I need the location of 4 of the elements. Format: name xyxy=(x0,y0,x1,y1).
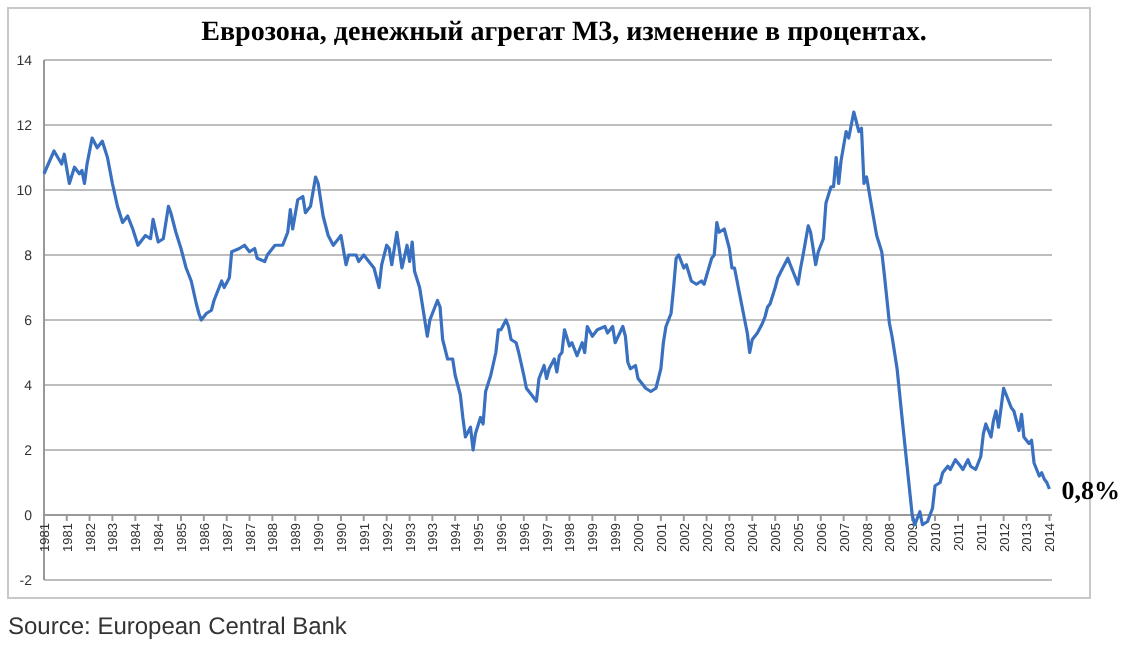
annotation: 0,8% xyxy=(1061,475,1120,505)
source-note: Source: European Central Bank xyxy=(8,612,349,640)
chart-title: Еврозона, денежный агрегат М3, изменение в процентах. xyxy=(201,18,927,48)
line-series xyxy=(42,110,1052,527)
